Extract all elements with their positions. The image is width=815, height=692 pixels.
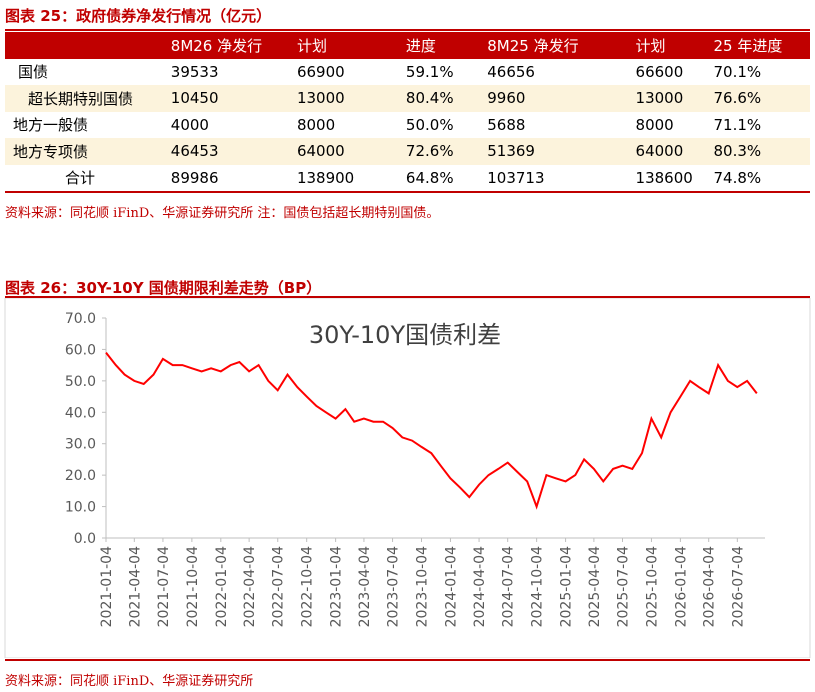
header-cell: 8M25 净发行 xyxy=(482,32,631,59)
section-title: 图表 26：30Y-10Y 国债期限利差走势（BP） xyxy=(5,279,322,297)
x-tick-label: 2021-01-04 xyxy=(99,546,115,627)
cell: 13000 xyxy=(291,85,401,112)
data-table: 8M26 净发行 计划 进度 8M25 净发行 计划 25 年进度 国债 39533 6690… xyxy=(5,32,810,193)
y-tick-label: 10.0 xyxy=(65,500,96,516)
row-label: 超长期特别国债 xyxy=(5,85,166,112)
cell: 103713 xyxy=(482,164,631,193)
x-tick-label: 2026-07-04 xyxy=(730,546,746,627)
cell: 138600 xyxy=(630,164,709,193)
table-row: 地方一般债 4000 8000 50.0% 5688 8000 71.1% xyxy=(5,112,810,139)
bottom-rule xyxy=(5,659,810,661)
y-tick-label: 50.0 xyxy=(65,374,96,390)
x-tick-label: 2023-10-04 xyxy=(415,546,431,627)
y-tick-label: 40.0 xyxy=(65,405,96,421)
x-tick-label: 2025-07-04 xyxy=(616,546,632,627)
source-note: 资料来源：同花顺 iFinD、华源证券研究所 xyxy=(5,674,254,689)
x-tick-label: 2025-01-04 xyxy=(559,546,575,627)
cell: 59.1% xyxy=(405,62,454,81)
x-tick-label: 2025-04-04 xyxy=(587,546,603,627)
cell: 74.8% xyxy=(708,164,810,193)
cell: 8000 xyxy=(296,115,336,134)
x-tick-label: 2022-04-04 xyxy=(242,546,258,627)
y-tick-label: 60.0 xyxy=(65,342,96,358)
x-tick-label: 2023-07-04 xyxy=(386,546,402,627)
header-cell: 8M26 净发行 xyxy=(165,32,292,59)
table-row: 超长期特别国债 10450 13000 80.4% 9960 13000 76.6% xyxy=(5,85,810,112)
cell: 64.8% xyxy=(400,164,483,193)
cell: 64000 xyxy=(291,138,401,165)
x-tick-label: 2024-01-04 xyxy=(443,546,459,627)
header-cell: 计划 xyxy=(630,32,709,59)
table-body: 国债 39533 66900 59.1% 46656 66600 70.1% 超长期特别国债 1… xyxy=(5,59,810,193)
cell: 46656 xyxy=(487,62,535,81)
x-tick-label: 2026-01-04 xyxy=(673,546,689,627)
x-tick-label: 2021-07-04 xyxy=(156,546,172,627)
row-label: 地方专项债 xyxy=(5,138,166,165)
row-label: 国债 xyxy=(18,63,49,82)
x-tick-label: 2024-07-04 xyxy=(501,546,517,627)
cell: 5688 xyxy=(487,115,526,134)
cell: 66900 xyxy=(296,62,345,81)
source-note: 资料来源：同花顺 iFinD、华源证券研究所 注：国债包括超长期特别国债。 xyxy=(5,206,440,221)
y-tick-label: 70.0 xyxy=(65,311,96,327)
x-tick-label: 2023-01-04 xyxy=(329,546,345,627)
cell: 66600 xyxy=(635,62,684,81)
cell: 51369 xyxy=(482,138,631,165)
title-rule xyxy=(5,29,810,31)
x-tick-label: 2022-10-04 xyxy=(300,546,316,627)
cell: 71.1% xyxy=(713,115,762,134)
series-label: 30Y-10Y国债利差 xyxy=(309,321,501,349)
cell: 70.1% xyxy=(713,62,762,81)
table-row: 国债 39533 66900 59.1% 46656 66600 70.1% xyxy=(5,59,810,86)
table-row: 地方专项债 46453 64000 72.6% 51369 64000 80.3% xyxy=(5,138,810,165)
header-row: 8M26 净发行 计划 进度 8M25 净发行 计划 25 年进度 xyxy=(5,32,810,59)
header-cell: 25 年进度 xyxy=(708,32,810,59)
cell: 8000 xyxy=(635,115,674,134)
cell: 138900 xyxy=(291,164,401,193)
row-label: 地方一般债 xyxy=(13,116,89,135)
x-tick-label: 2024-04-04 xyxy=(472,546,488,627)
chart: 0.0 10.0 20.0 30.0 40.0 50.0 60.0 70.0 2021-01-0… xyxy=(4,298,811,658)
section-title: 图表 25：政府债券净发行情况（亿元） xyxy=(5,7,272,25)
table-row: 合计 89986 138900 64.8% 103713 138600 74.8% xyxy=(5,164,810,193)
y-tick-label: 30.0 xyxy=(65,437,96,453)
series-line xyxy=(105,351,758,510)
x-tick-label: 2022-07-04 xyxy=(271,546,287,627)
cell: 46453 xyxy=(165,138,292,165)
x-tick-label: 2024-10-04 xyxy=(530,546,546,627)
cell: 50.0% xyxy=(405,115,454,134)
cell: 80.4% xyxy=(400,85,483,112)
header-cell: 进度 xyxy=(400,32,483,59)
header-cell xyxy=(5,32,166,59)
cell: 64000 xyxy=(630,138,709,165)
y-tick-label: 0.0 xyxy=(74,531,96,547)
x-tick-label: 2026-04-04 xyxy=(702,546,718,627)
cell: 80.3% xyxy=(708,138,810,165)
title-rule xyxy=(5,296,810,298)
cell: 10450 xyxy=(165,85,292,112)
cell: 76.6% xyxy=(708,85,810,112)
x-tick-label: 2022-01-04 xyxy=(214,546,230,627)
cell: 4000 xyxy=(170,115,209,134)
x-tick-label: 2023-04-04 xyxy=(357,546,373,627)
cell: 72.6% xyxy=(400,138,483,165)
y-tick-label: 20.0 xyxy=(65,468,96,484)
x-tick-label: 2021-10-04 xyxy=(185,546,201,627)
cell: 13000 xyxy=(630,85,709,112)
x-tick-label: 2025-10-04 xyxy=(644,546,660,627)
cell: 39533 xyxy=(170,62,219,81)
cell: 89986 xyxy=(165,164,292,193)
x-tick-label: 2021-04-04 xyxy=(127,546,143,627)
row-label: 合计 xyxy=(5,164,166,193)
header-cell: 计划 xyxy=(291,32,401,59)
cell: 9960 xyxy=(482,85,631,112)
chart-frame xyxy=(4,298,811,658)
